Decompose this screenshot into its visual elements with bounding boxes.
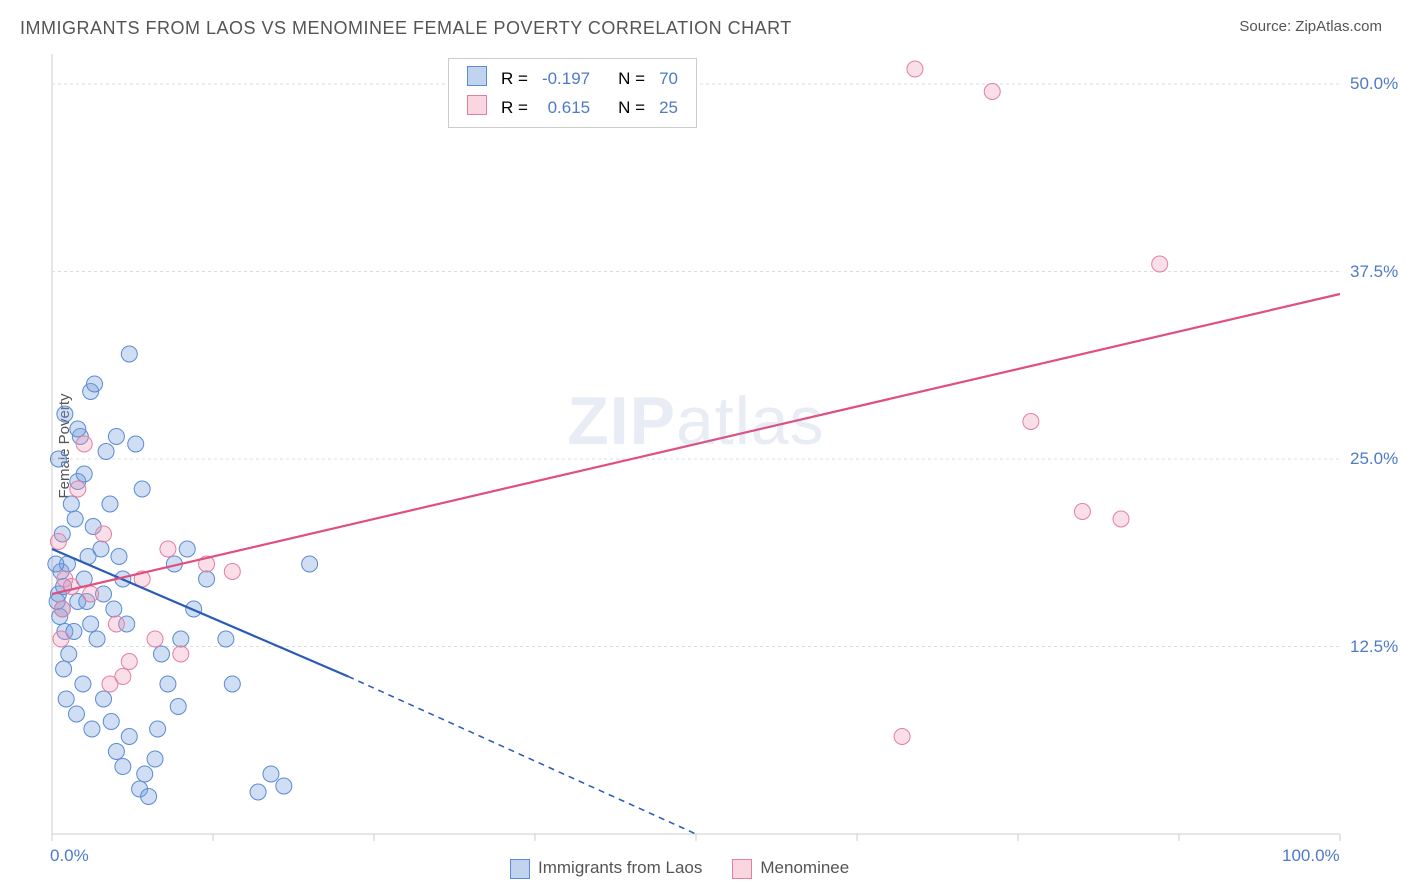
watermark-bold: ZIP bbox=[567, 383, 676, 459]
legend-swatch-menominee bbox=[467, 95, 487, 115]
legend-swatch-menominee-bottom bbox=[732, 859, 752, 879]
correlation-legend: R =-0.197 N =70 R =0.615 N =25 bbox=[448, 58, 697, 128]
legend-r-label: R = bbox=[495, 94, 534, 121]
legend-item-laos: Immigrants from Laos bbox=[510, 858, 702, 879]
y-tick-label: 50.0% bbox=[1350, 74, 1398, 94]
legend-label-laos: Immigrants from Laos bbox=[538, 858, 702, 877]
watermark-light: atlas bbox=[676, 383, 825, 459]
y-tick-label: 37.5% bbox=[1350, 262, 1398, 282]
x-tick-label: 0.0% bbox=[50, 846, 89, 866]
legend-n-value-laos: 70 bbox=[653, 65, 684, 92]
series-legend: Immigrants from Laos Menominee bbox=[510, 858, 849, 879]
legend-label-menominee: Menominee bbox=[760, 858, 849, 877]
legend-n-value-menominee: 25 bbox=[653, 94, 684, 121]
legend-r-label: R = bbox=[495, 65, 534, 92]
y-tick-label: 25.0% bbox=[1350, 449, 1398, 469]
legend-item-menominee: Menominee bbox=[732, 858, 849, 879]
legend-swatch-laos-bottom bbox=[510, 859, 530, 879]
y-tick-label: 12.5% bbox=[1350, 637, 1398, 657]
watermark: ZIPatlas bbox=[567, 382, 824, 460]
legend-r-value-laos: -0.197 bbox=[536, 65, 596, 92]
legend-r-value-menominee: 0.615 bbox=[536, 94, 596, 121]
legend-n-label: N = bbox=[612, 65, 651, 92]
x-tick-label: 100.0% bbox=[1282, 846, 1340, 866]
legend-swatch-laos bbox=[467, 66, 487, 86]
legend-n-label: N = bbox=[612, 94, 651, 121]
